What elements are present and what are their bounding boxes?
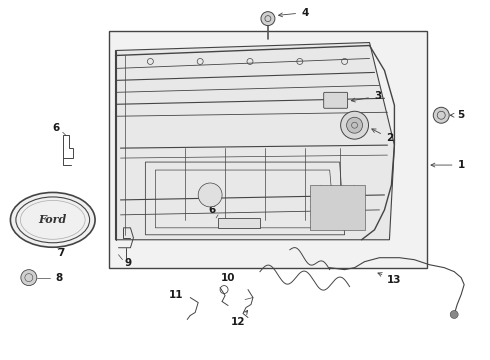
Text: 4: 4 (279, 8, 309, 18)
Circle shape (198, 183, 222, 207)
Polygon shape (116, 42, 394, 240)
Circle shape (346, 117, 363, 133)
Text: 11: 11 (169, 289, 184, 300)
Text: 6: 6 (209, 205, 216, 215)
Polygon shape (310, 185, 365, 230)
Text: 12: 12 (231, 310, 247, 328)
Circle shape (261, 12, 275, 26)
Ellipse shape (10, 193, 95, 247)
Text: 2: 2 (372, 129, 393, 143)
Polygon shape (218, 218, 260, 228)
Text: Ford: Ford (39, 214, 67, 225)
Polygon shape (108, 31, 427, 268)
Text: 1: 1 (431, 160, 465, 170)
Circle shape (21, 270, 37, 285)
Circle shape (450, 310, 458, 319)
FancyBboxPatch shape (324, 92, 347, 108)
Text: 9: 9 (125, 258, 132, 268)
Text: 13: 13 (378, 273, 402, 285)
Text: 6: 6 (52, 123, 59, 133)
Text: 8: 8 (56, 273, 63, 283)
Text: 3: 3 (351, 91, 381, 102)
Circle shape (433, 107, 449, 123)
Text: 10: 10 (221, 273, 235, 283)
Text: 7: 7 (57, 248, 64, 258)
Text: 5: 5 (450, 110, 465, 120)
Circle shape (341, 111, 368, 139)
